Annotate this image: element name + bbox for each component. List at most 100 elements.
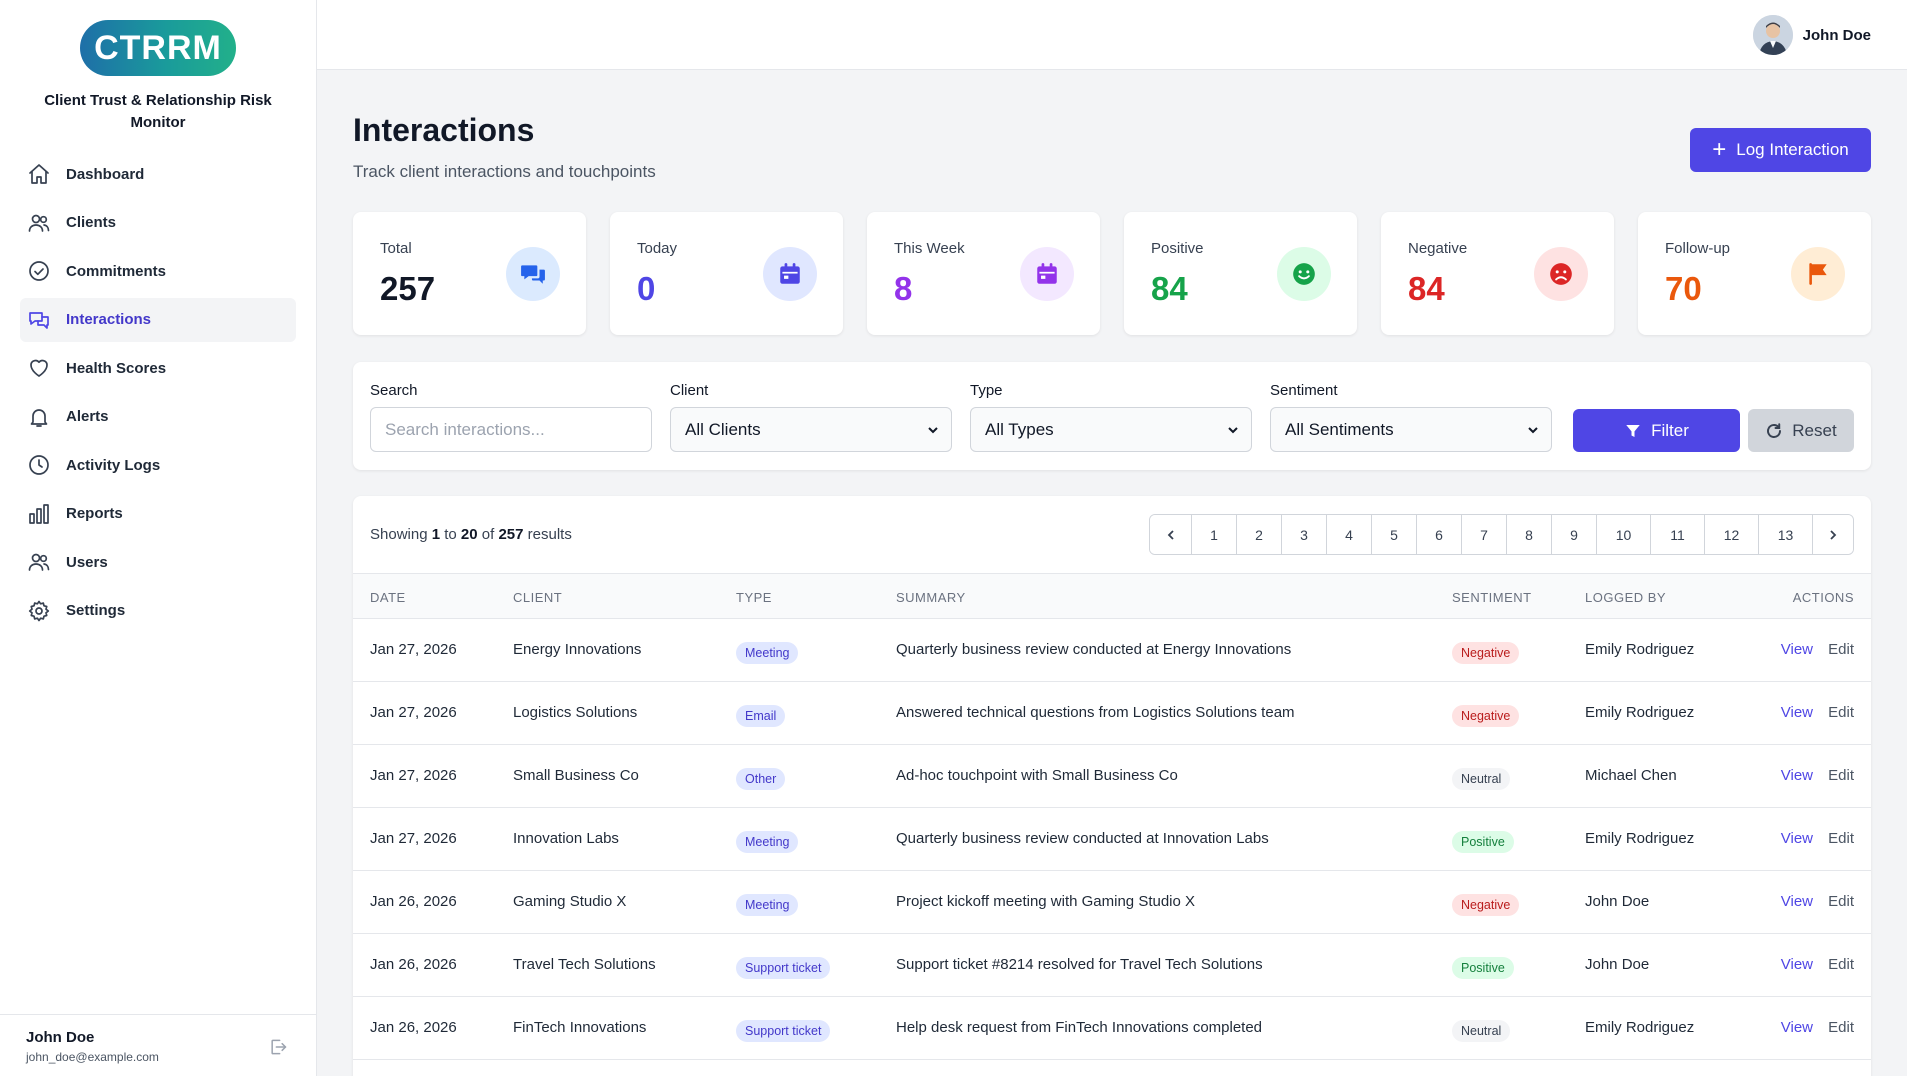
header-date[interactable]: DATE — [370, 590, 406, 605]
view-link[interactable]: View — [1780, 641, 1813, 658]
sidebar-item-alerts[interactable]: Alerts — [20, 395, 296, 439]
table-row[interactable]: Jan 26, 2026 Travel Tech Solutions Support… — [353, 934, 1871, 997]
search-label: Search — [370, 382, 418, 399]
page-number: 3 — [1300, 526, 1308, 543]
type-select[interactable]: All Types — [970, 407, 1252, 452]
flag-icon — [1809, 263, 1827, 285]
view-link[interactable]: View — [1780, 767, 1813, 784]
page-number: 12 — [1723, 526, 1740, 543]
sidebar-item-health-scores[interactable]: Health Scores — [20, 346, 296, 390]
stat-label: Negative — [1408, 240, 1468, 257]
header-type[interactable]: TYPE — [736, 590, 772, 605]
edit-link[interactable]: Edit — [1828, 893, 1854, 910]
table-row[interactable]: Jan 26, 2026 Gaming Studio X Meeting Projec… — [353, 871, 1871, 934]
edit-link[interactable]: Edit — [1828, 956, 1854, 973]
table-row[interactable]: Jan 26, 2026 FinTech Innovations Support t… — [353, 997, 1871, 1060]
cell-date: Jan 27, 2026 — [370, 830, 457, 847]
reset-button-label: Reset — [1792, 420, 1837, 440]
table-row[interactable]: Jan 27, 2026 Logistics Solutions Email Answ… — [353, 682, 1871, 745]
pagination-page[interactable]: 9 — [1551, 515, 1596, 554]
view-link[interactable]: View — [1780, 1019, 1813, 1036]
pagination-page[interactable]: 8 — [1506, 515, 1551, 554]
pagination-page[interactable]: 10 — [1596, 515, 1650, 554]
header-logged-by[interactable]: LOGGED BY — [1585, 590, 1667, 605]
sentiment-label: Sentiment — [1270, 382, 1338, 399]
sentiment-select[interactable]: All Sentiments — [1270, 407, 1552, 452]
table-row[interactable]: Jan 27, 2026 Innovation Labs Meeting Quarte… — [353, 808, 1871, 871]
cell-date: Jan 26, 2026 — [370, 1019, 457, 1036]
cell-logged-by: Emily Rodriguez — [1585, 830, 1695, 847]
header-summary[interactable]: SUMMARY — [896, 590, 966, 605]
sentiment-badge: Positive — [1452, 957, 1514, 979]
pagination-page[interactable]: 1 — [1191, 515, 1236, 554]
pagination-page[interactable]: 3 — [1281, 515, 1326, 554]
showing-to: 20 — [460, 526, 478, 543]
table-row[interactable]: Jan 27, 2026 Small Business Co Other Ad-hoc… — [353, 745, 1871, 808]
stat-label: Today — [637, 240, 678, 257]
page-subtitle: Track client interactions and touchpoint… — [353, 162, 656, 181]
view-link[interactable]: View — [1780, 704, 1813, 721]
pagination-page[interactable]: 6 — [1416, 515, 1461, 554]
view-link[interactable]: View — [1780, 830, 1813, 847]
pagination-page[interactable]: 13 — [1758, 515, 1812, 554]
client-select-value: All Clients — [685, 419, 761, 439]
reset-button[interactable]: Reset — [1748, 409, 1854, 452]
sentiment-badge: Negative — [1452, 705, 1520, 727]
log-interaction-button[interactable]: + Log Interaction — [1690, 128, 1871, 172]
edit-link[interactable]: Edit — [1828, 767, 1854, 784]
type-select-value: All Types — [985, 419, 1054, 439]
edit-link[interactable]: Edit — [1828, 830, 1854, 847]
users-icon — [28, 553, 50, 571]
type-badge: Other — [736, 768, 786, 790]
pagination-prev[interactable] — [1150, 515, 1191, 554]
cell-logged-by: John Doe — [1585, 893, 1650, 910]
filter-button[interactable]: Filter — [1573, 409, 1740, 452]
sidebar-item-settings[interactable]: Settings — [20, 589, 296, 633]
pagination-page[interactable]: 5 — [1371, 515, 1416, 554]
table-header: DATE CLIENT TYPE SUMMARY SENTIMENT LOGGE… — [353, 573, 1871, 619]
header-sentiment[interactable]: SENTIMENT — [1452, 590, 1532, 605]
logout-icon[interactable] — [268, 1037, 288, 1057]
pagination-page[interactable]: 12 — [1704, 515, 1758, 554]
sidebar-item-dashboard[interactable]: Dashboard — [20, 152, 296, 196]
edit-link[interactable]: Edit — [1828, 641, 1854, 658]
sidebar-item-clients[interactable]: Clients — [20, 201, 296, 245]
home-icon — [29, 164, 49, 184]
sidebar-item-interactions[interactable]: Interactions — [20, 297, 296, 342]
pagination: 1 2 3 4 5 6 7 8 9 10 11 12 13 — [1149, 514, 1854, 555]
type-badge: Email — [736, 705, 786, 727]
pagination-page[interactable]: 4 — [1326, 515, 1371, 554]
table-row[interactable]: Jan 27, 2026 Energy Innovations Meeting Qua… — [353, 619, 1871, 682]
cell-summary: Ad-hoc touchpoint with Small Business Co — [896, 767, 1178, 784]
showing-total: 257 — [498, 526, 524, 543]
pagination-page[interactable]: 11 — [1650, 515, 1704, 554]
view-link[interactable]: View — [1780, 893, 1813, 910]
cell-logged-by: Emily Rodriguez — [1585, 1019, 1695, 1036]
stats-row: Total 257 Today 0 This Week 8 Positive 84 Negati… — [353, 212, 1871, 335]
sidebar-item-commitments[interactable]: Commitments — [20, 249, 296, 293]
stat-card-total: Total 257 — [353, 212, 586, 335]
sidebar-item-reports[interactable]: Reports — [20, 492, 296, 536]
avatar[interactable] — [1752, 15, 1793, 55]
edit-link[interactable]: Edit — [1828, 1019, 1854, 1036]
funnel-icon — [1626, 424, 1640, 437]
sidebar-item-users[interactable]: Users — [20, 540, 296, 584]
search-input[interactable]: Search interactions... — [370, 407, 652, 452]
pagination-next[interactable] — [1812, 515, 1853, 554]
brand-logo[interactable]: CTRRM — [80, 20, 236, 76]
client-select[interactable]: All Clients — [670, 407, 952, 452]
pagination-page[interactable]: 2 — [1236, 515, 1281, 554]
page-number: 13 — [1777, 526, 1794, 543]
user-menu[interactable]: John Doe — [1752, 15, 1871, 55]
cell-summary: Support ticket #8214 resolved for Travel… — [896, 956, 1263, 973]
header-client[interactable]: CLIENT — [513, 590, 563, 605]
cell-summary: Project kickoff meeting with Gaming Stud… — [896, 893, 1196, 910]
calendar-icon — [1037, 263, 1057, 284]
view-link[interactable]: View — [1780, 956, 1813, 973]
type-badge: Support ticket — [736, 1020, 831, 1042]
sidebar-item-activity-logs[interactable]: Activity Logs — [20, 443, 296, 487]
pagination-page[interactable]: 7 — [1461, 515, 1506, 554]
edit-link[interactable]: Edit — [1828, 704, 1854, 721]
stat-card-follow-up: Follow-up 70 — [1638, 212, 1871, 335]
sidebar: CTRRM Client Trust & Relationship Risk M… — [0, 0, 317, 1076]
